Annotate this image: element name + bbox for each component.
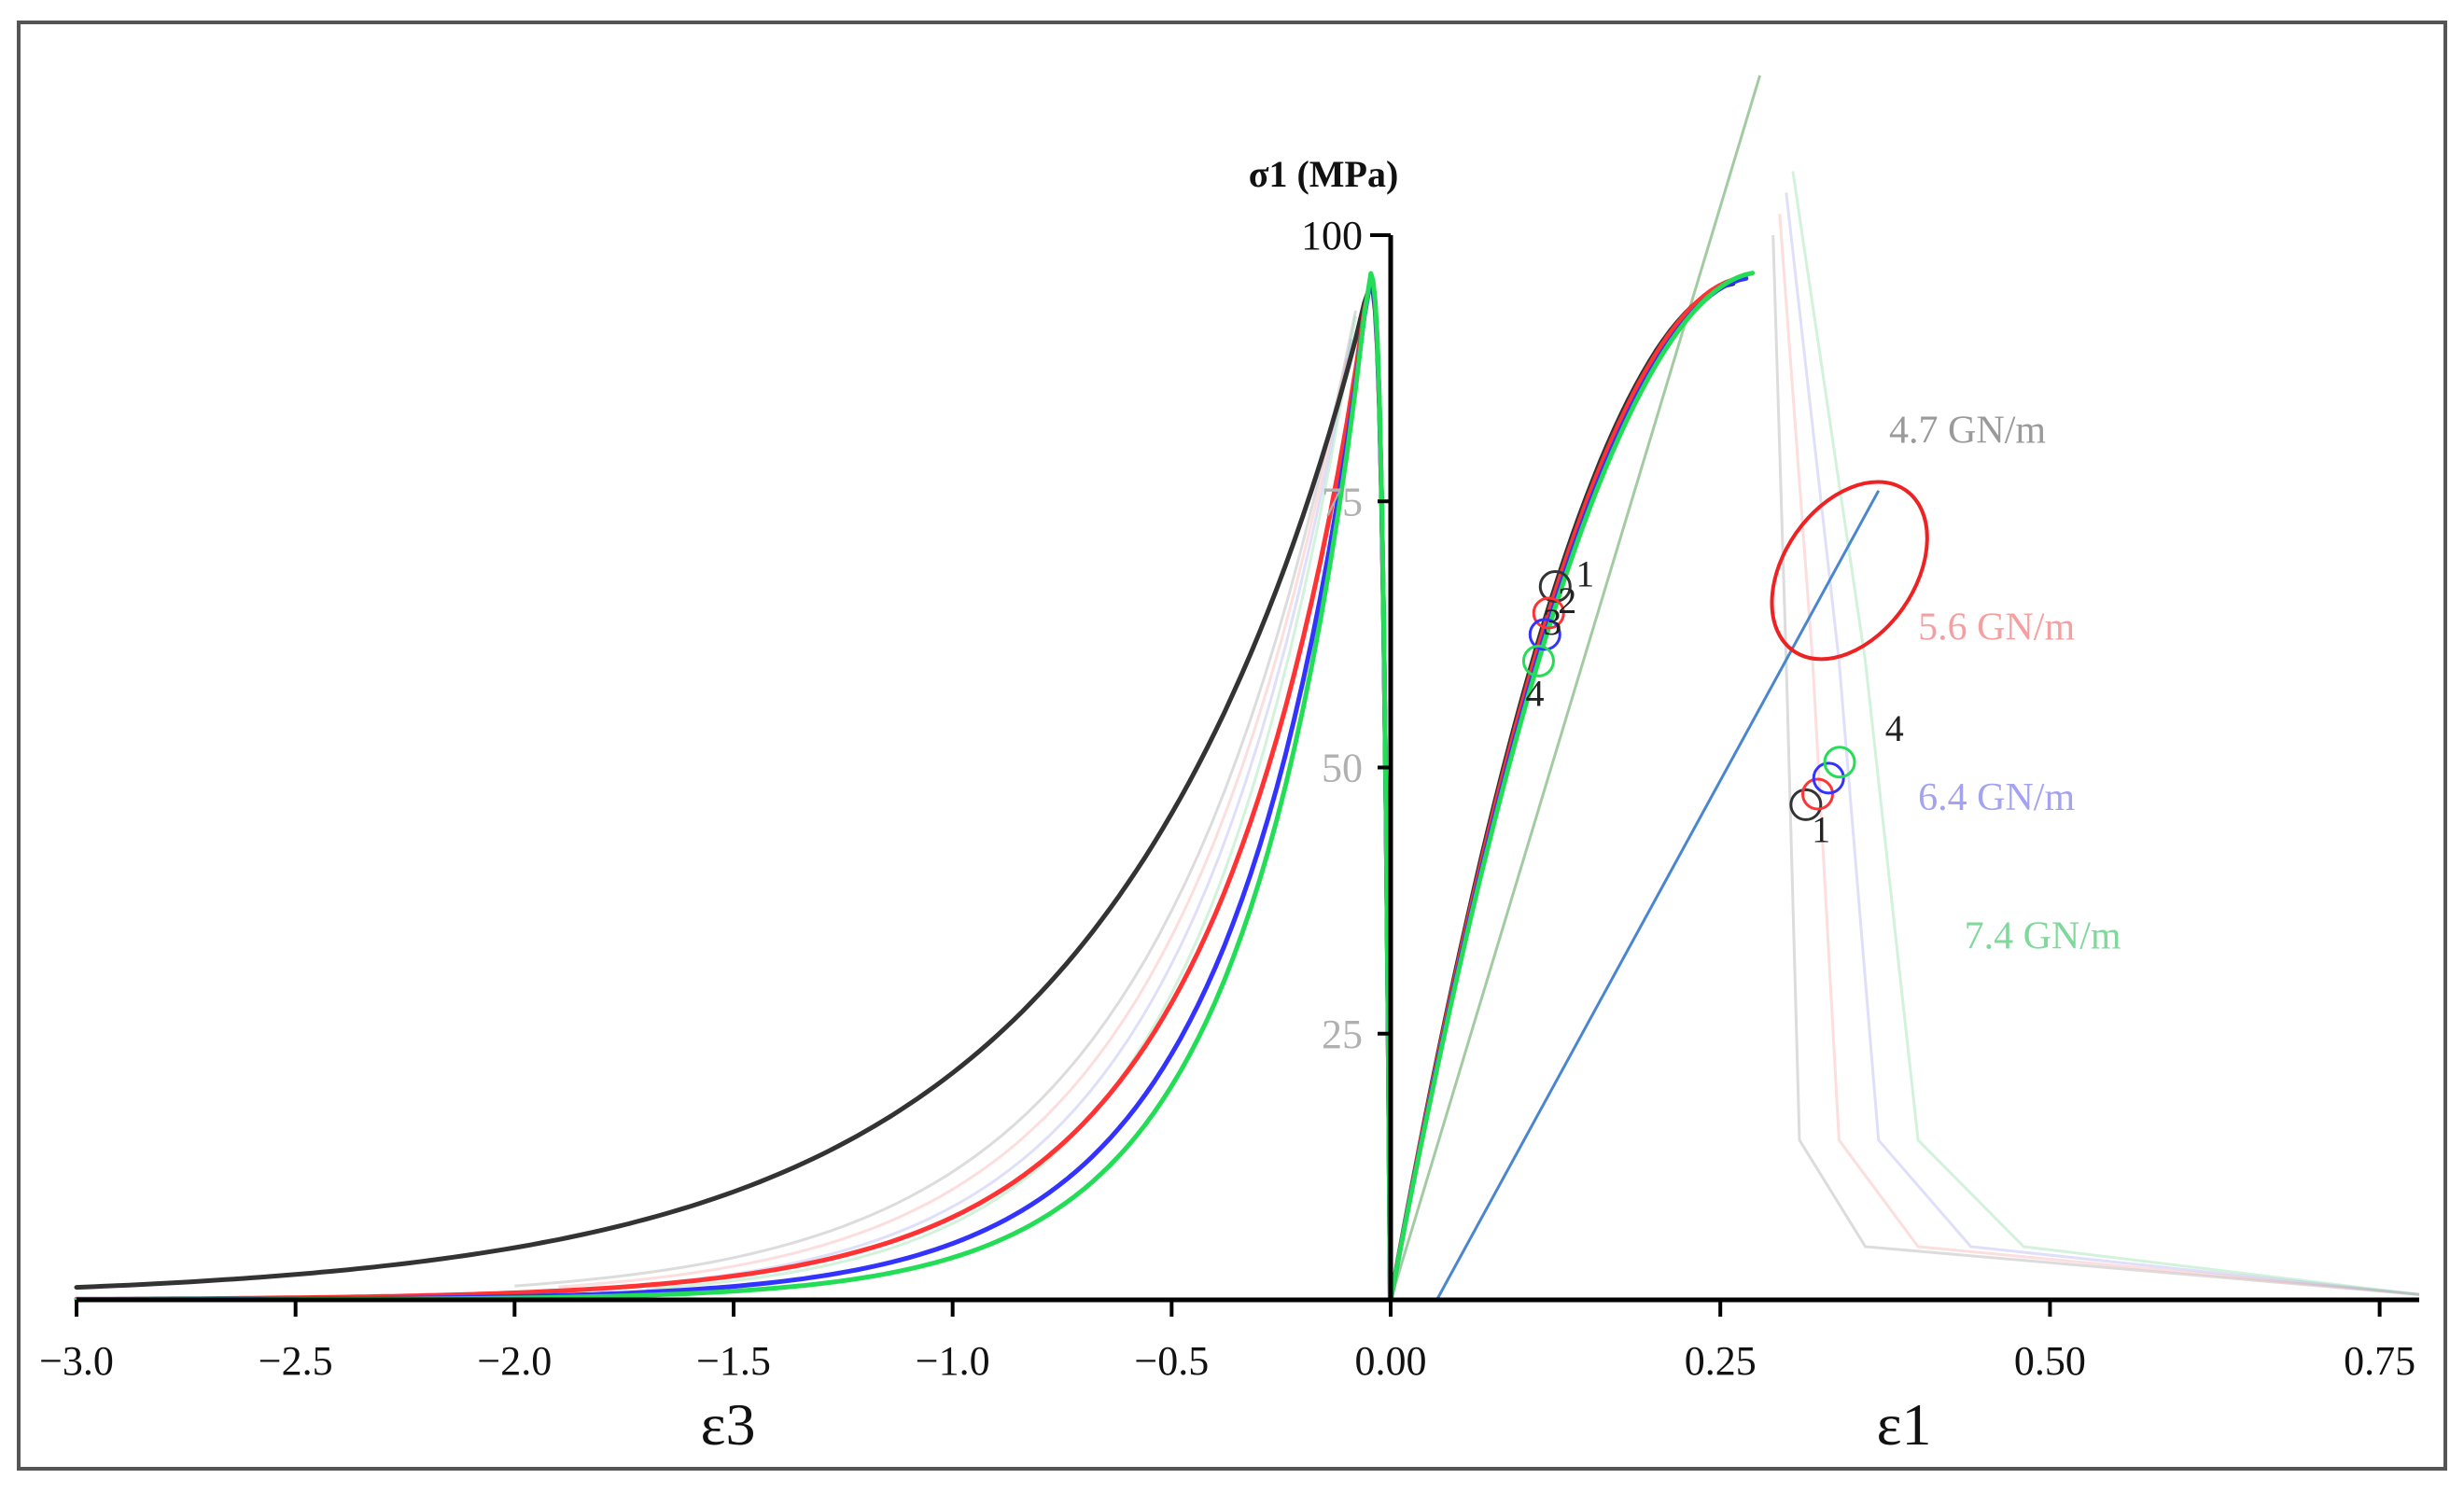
x-tick-label: 0.75	[2344, 1338, 2415, 1384]
series-3-eps3-curve	[74, 276, 1393, 1303]
faint-eps3-trace-3	[602, 338, 1353, 1290]
series-1-eps1-curve	[1388, 281, 1736, 1303]
x-tick-label: 0.00	[1355, 1338, 1427, 1384]
stiffness-label-4: 7.4 GN/m	[1965, 914, 2121, 957]
faint-eps1-trace-1	[1771, 234, 2420, 1296]
x-axis-title-eps3: ε3	[701, 1391, 756, 1458]
highlight-ellipse	[1770, 480, 1929, 662]
pre-peak-marker-label-4: 4	[1525, 672, 1544, 714]
series-layer	[74, 271, 1756, 1303]
faint-eps1-trace-4	[1791, 171, 2420, 1296]
post-peak-marker-label-4: 4	[1885, 707, 1904, 749]
post-peak-marker-2	[1801, 777, 1835, 811]
post-peak-marker-3	[1812, 761, 1845, 795]
stiffness-label-1: 4.7 GN/m	[1889, 409, 2046, 452]
stiffness-reference-line	[1435, 490, 1881, 1301]
pre-peak-marker-label-1: 1	[1575, 553, 1594, 595]
x-tick-label: −3.0	[39, 1338, 114, 1384]
post-peak-marker-1	[1789, 788, 1823, 821]
series-4-eps3-curve	[74, 271, 1393, 1303]
pre-peak-marker-2	[1532, 596, 1565, 630]
loading-line-steep	[1389, 75, 1762, 1301]
y-tick-label: 50	[1322, 746, 1363, 791]
x-tick-label: −2.5	[259, 1338, 333, 1384]
pre-peak-marker-label-3: 3	[1543, 601, 1561, 643]
x-tick-label: 0.50	[2014, 1338, 2086, 1384]
pre-peak-marker-4	[1521, 644, 1555, 677]
series-2-eps3-curve	[74, 276, 1393, 1303]
background-traces	[514, 75, 2420, 1301]
x-axis-title-eps1: ε1	[1877, 1391, 1932, 1458]
x-tick-label: −1.0	[916, 1338, 990, 1384]
stiffness-label-2: 5.6 GN/m	[1918, 607, 2075, 649]
faint-eps1-trace-3	[1785, 192, 2420, 1296]
series-4-eps1-curve	[1388, 271, 1756, 1303]
series-3-eps1-curve	[1388, 275, 1749, 1303]
figure-frame	[17, 21, 2447, 1471]
x-tick-label: −1.5	[696, 1338, 771, 1384]
y-tick-label: 100	[1301, 213, 1363, 258]
series-2-eps1-curve	[1388, 275, 1743, 1303]
y-axis-title: σ1 (MPa)	[1249, 153, 1399, 195]
x-tick-label: −0.5	[1134, 1338, 1209, 1384]
post-peak-marker-label-1: 1	[1812, 808, 1830, 850]
faint-eps3-trace-2	[558, 357, 1349, 1289]
x-tick-label: −2.0	[477, 1338, 552, 1384]
pre-peak-marker-label-2: 2	[1558, 579, 1576, 621]
pre-peak-marker-1	[1538, 570, 1572, 604]
y-tick-label: 25	[1322, 1012, 1363, 1057]
y-tick-label: 75	[1322, 479, 1363, 524]
faint-eps3-trace-4	[645, 315, 1357, 1291]
faint-eps3-trace-1	[514, 310, 1357, 1288]
x-tick-label: 0.25	[1685, 1338, 1757, 1384]
faint-eps1-trace-2	[1778, 214, 2420, 1296]
axes: −3.0 −2.5 −2.0 −1.5 −1.0 −0.5 0.00 0.25 0.50 0.75…	[39, 213, 2419, 1384]
pre-peak-marker-3	[1528, 618, 1561, 651]
post-peak-marker-4	[1823, 746, 1856, 779]
stiffness-label-3: 6.4 GN/m	[1918, 776, 2075, 819]
series-1-eps3-curve	[74, 281, 1393, 1303]
